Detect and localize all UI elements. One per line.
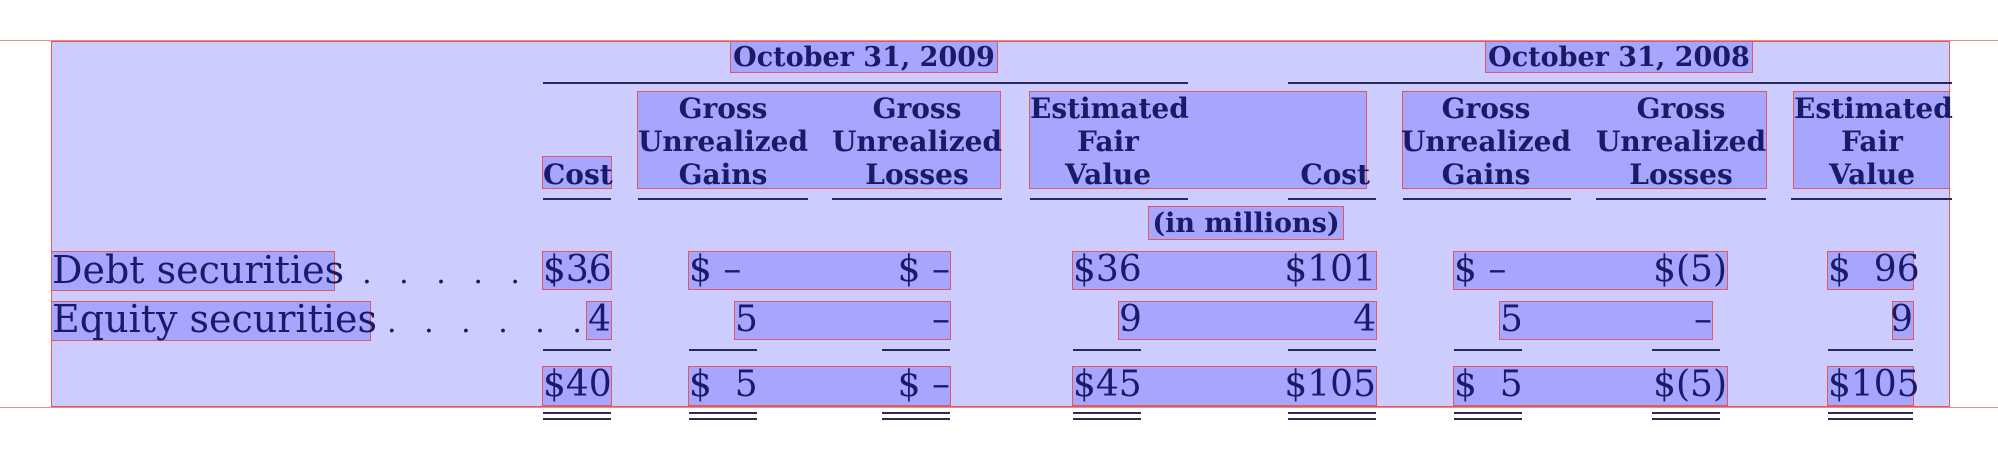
subtotal-rule — [882, 349, 950, 351]
cell-equity-fair-2009: 9 — [1119, 299, 1142, 340]
guide-line-bottom — [0, 407, 1998, 408]
highlight-total-c8 — [1827, 366, 1914, 406]
cell-equity-losses-2009: – — [932, 299, 950, 340]
period-header-2009: October 31, 2009 — [733, 42, 995, 73]
cell-debt-losses-2009: $ – — [897, 249, 950, 290]
total-gains-2008: $ 5 — [1454, 364, 1523, 405]
total-double-rule — [689, 412, 757, 420]
total-double-rule — [1073, 412, 1141, 420]
cell-equity-cost-2009: 4 — [588, 299, 611, 340]
header-rule — [1596, 198, 1766, 200]
highlight-total-c4-5 — [1072, 366, 1377, 406]
row-label-debt: Debt securities. . . . . . . — [52, 248, 604, 292]
total-double-rule — [1828, 412, 1913, 420]
highlight-gains-losses-2009 — [637, 91, 1001, 189]
highlight-r1-c4-5 — [1072, 251, 1377, 290]
highlight-period-2008 — [1485, 41, 1753, 73]
subtotal-rule — [1454, 349, 1522, 351]
col-losses-2009: Gross Unrealized Losses — [832, 92, 1003, 191]
highlight-cost-2009 — [542, 156, 612, 189]
highlight-r1-c2-3 — [688, 251, 951, 290]
highlight-equity-label — [51, 301, 371, 341]
cell-equity-fair-2008: 9 — [1890, 299, 1913, 340]
highlight-r2-c6-7 — [1499, 301, 1713, 340]
period-header-2008: October 31, 2008 — [1488, 42, 1750, 73]
total-double-rule — [1454, 412, 1522, 420]
highlight-r2-c4-5 — [1118, 301, 1377, 340]
highlight-r1-c8 — [1827, 251, 1914, 290]
total-double-rule — [543, 412, 611, 420]
total-cost-2008: $105 — [1284, 364, 1376, 405]
header-rule — [1288, 198, 1376, 200]
highlight-total-c6-7 — [1453, 366, 1728, 406]
header-rule — [1791, 198, 1952, 200]
col-fair-2009: Estimated Fair Value — [1030, 92, 1189, 191]
highlight-r2-c8 — [1892, 301, 1914, 340]
highlight-fair-cost — [1029, 91, 1367, 189]
header-rule — [543, 198, 611, 200]
row-label-equity: Equity securities. . . . . . — [52, 297, 591, 341]
period-rule-2008 — [1288, 82, 1952, 84]
total-losses-2009: $ – — [897, 364, 950, 405]
period-rule-2009 — [543, 82, 1188, 84]
highlight-r1-c6-7 — [1453, 251, 1728, 290]
total-gains-2009: $ 5 — [689, 364, 758, 405]
subtotal-rule — [1073, 349, 1141, 351]
total-losses-2008: $(5) — [1653, 364, 1727, 405]
subtotal-rule — [1828, 349, 1913, 351]
cell-debt-gains-2009: $ – — [689, 249, 742, 290]
col-cost-2009: Cost — [543, 158, 613, 191]
total-cost-2009: $40 — [543, 364, 612, 405]
total-fair-2009: $45 — [1073, 364, 1142, 405]
highlight-debt-label — [51, 251, 335, 291]
highlight-r2-c2-3 — [734, 301, 951, 340]
subtotal-rule — [1288, 349, 1376, 351]
col-cost-2008: Cost — [1300, 158, 1370, 191]
cell-debt-fair-2008: $ 96 — [1828, 249, 1920, 290]
cell-debt-cost-2008: $101 — [1284, 249, 1376, 290]
col-losses-2008: Gross Unrealized Losses — [1596, 92, 1767, 191]
cell-equity-gains-2008: 5 — [1500, 299, 1523, 340]
subtotal-rule — [689, 349, 757, 351]
guide-line-top — [0, 40, 1998, 41]
header-rule — [1030, 198, 1188, 200]
leader-dots: . . . . . . — [387, 305, 591, 340]
cell-debt-fair-2009: $36 — [1073, 249, 1142, 290]
highlight-gains-losses-2008 — [1402, 91, 1767, 189]
col-gains-2009: Gross Unrealized Gains — [638, 92, 809, 191]
highlight-units — [1148, 206, 1344, 240]
total-double-rule — [882, 412, 950, 420]
leader-dots: . . . . . . . — [362, 256, 604, 291]
subtotal-rule — [1652, 349, 1720, 351]
header-rule — [1403, 198, 1571, 200]
header-rule — [638, 198, 808, 200]
highlight-period-2009 — [730, 41, 998, 73]
highlight-r2-c1 — [586, 301, 612, 340]
cell-equity-losses-2008: – — [1694, 299, 1712, 340]
highlight-fair-2008 — [1793, 91, 1950, 189]
cell-debt-losses-2008: $(5) — [1653, 249, 1727, 290]
highlight-total-c2-3 — [688, 366, 951, 406]
col-fair-2008: Estimated Fair Value — [1794, 92, 1953, 191]
units-note: (in millions) — [1152, 208, 1340, 239]
total-double-rule — [1652, 412, 1720, 420]
total-double-rule — [1288, 412, 1376, 420]
col-gains-2008: Gross Unrealized Gains — [1401, 92, 1572, 191]
highlight-total-c1 — [542, 366, 612, 406]
cell-equity-gains-2009: 5 — [735, 299, 758, 340]
highlight-r1-c1 — [542, 251, 612, 290]
cell-equity-cost-2008: 4 — [1353, 299, 1376, 340]
cell-debt-gains-2008: $ – — [1454, 249, 1507, 290]
total-fair-2008: $105 — [1828, 364, 1920, 405]
subtotal-rule — [543, 349, 611, 351]
cell-debt-cost-2009: $36 — [543, 249, 612, 290]
header-rule — [832, 198, 1002, 200]
